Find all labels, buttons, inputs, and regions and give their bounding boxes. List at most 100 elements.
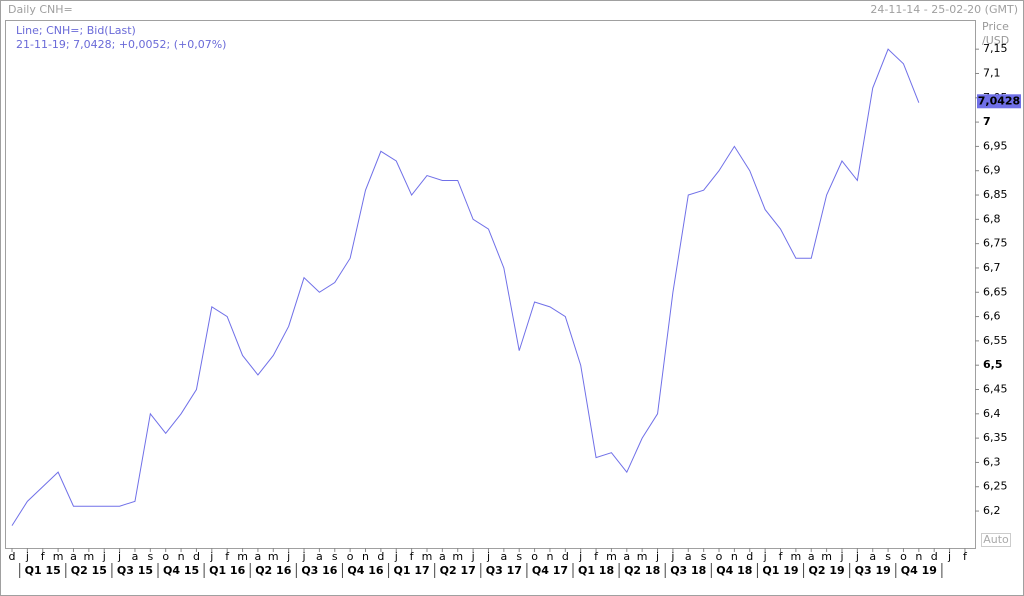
auto-button-label[interactable]: Auto [983,533,1009,546]
x-tick-label: j [25,550,29,563]
quarter-label: Q3 18 [670,564,706,577]
y-tick-label: 6,75 [983,237,1008,250]
x-tick-label: m [237,550,248,563]
x-tick-label: a [500,550,507,563]
x-tick-label: a [869,550,876,563]
x-tick-label: j [670,550,674,563]
x-tick-label: n [731,550,738,563]
x-tick-label: j [855,550,859,563]
quarter-label: Q4 15 [163,564,199,577]
x-tick-label: d [9,550,16,563]
quarter-label: Q1 15 [25,564,61,577]
x-tick-label: d [931,550,938,563]
y-tick-label: 6,55 [983,334,1008,347]
y-tick-label: 6,65 [983,285,1008,298]
x-tick-label: a [439,550,446,563]
y-tick-label: 6,95 [983,139,1008,152]
y-tick-label: 6,85 [983,188,1008,201]
quarter-label: Q3 15 [117,564,153,577]
x-tick-label: d [562,550,569,563]
x-tick-label: n [915,550,922,563]
quarter-label: Q3 17 [486,564,522,577]
y-tick-label: 6,25 [983,480,1008,493]
x-tick-label: j [286,550,290,563]
x-tick-label: a [316,550,323,563]
x-tick-label: o [347,550,354,563]
x-tick-label: d [377,550,384,563]
y-tick-label: 6,2 [983,504,1001,517]
x-tick-label: f [410,550,415,563]
x-tick-label: n [546,550,553,563]
y-tick-label: 6,4 [983,407,1001,420]
x-tick-label: s [885,550,891,563]
y-tick-label: 7,15 [983,42,1008,55]
quarter-label: Q4 19 [901,564,937,577]
x-tick-label: a [808,550,815,563]
quarter-label: Q1 18 [578,564,614,577]
quarter-label: Q4 17 [532,564,568,577]
y-tick-label: 6,7 [983,261,1001,274]
y-label: /USD [982,34,1009,47]
x-tick-label: j [578,550,582,563]
x-tick-label: j [486,550,490,563]
x-tick-label: a [70,550,77,563]
x-tick-label: m [637,550,648,563]
quarter-label: Q1 17 [394,564,430,577]
y-tick-label: 7 [983,115,991,128]
x-tick-label: o [716,550,723,563]
y-tick-label: 6,8 [983,212,1001,225]
x-tick-label: s [516,550,522,563]
x-tick-label: j [394,550,398,563]
plot-area [5,20,976,549]
x-tick-label: f [963,550,968,563]
quarter-label: Q4 18 [716,564,752,577]
quarter-label: Q3 16 [301,564,337,577]
quarter-label: Q2 15 [71,564,107,577]
y-tick-label: 6,35 [983,431,1008,444]
x-tick-label: f [41,550,46,563]
x-tick-label: a [132,550,139,563]
x-tick-label: j [102,550,106,563]
quarter-label: Q1 19 [762,564,798,577]
x-tick-label: j [655,550,659,563]
y-tick-label: 6,45 [983,383,1008,396]
last-price-label: 7,0428 [978,94,1020,107]
x-tick-label: m [422,550,433,563]
y-tick-label: 7,1 [983,66,1001,79]
x-tick-label: f [594,550,599,563]
price-line [11,48,920,526]
x-tick-label: j [763,550,767,563]
x-tick-label: n [362,550,369,563]
x-tick-label: s [147,550,153,563]
quarter-label: Q2 17 [440,564,476,577]
x-tick-label: m [821,550,832,563]
x-tick-label: a [623,550,630,563]
x-tick-label: j [947,550,951,563]
x-tick-label: m [452,550,463,563]
last-price-badge [977,94,1021,109]
x-tick-label: s [332,550,338,563]
quarter-label: Q3 19 [855,564,891,577]
y-label: Price [982,20,1009,33]
x-tick-label: j [209,550,213,563]
x-tick-label: j [301,550,305,563]
x-tick-label: m [606,550,617,563]
x-tick-label: o [531,550,538,563]
quarter-label: Q2 18 [624,564,660,577]
legend-line: Line; CNH=; Bid(Last) [16,24,136,37]
x-tick-label: d [193,550,200,563]
x-tick-label: o [900,550,907,563]
y-tick-label: 6,9 [983,164,1001,177]
y-tick-label: 6,5 [983,358,1003,371]
x-tick-label: s [701,550,707,563]
y-tick-label: 6,6 [983,310,1001,323]
quarter-label: Q4 16 [347,564,383,577]
legend-point: 21-11-19; 7,0428; +0,0052; (+0,07%) [16,38,226,51]
x-tick-label: o [162,550,169,563]
auto-button[interactable] [981,533,1011,547]
chart-title: Daily CNH= [8,3,73,16]
x-tick-label: m [83,550,94,563]
x-tick-label: n [178,550,185,563]
x-tick-label: j [839,550,843,563]
x-tick-label: f [779,550,784,563]
